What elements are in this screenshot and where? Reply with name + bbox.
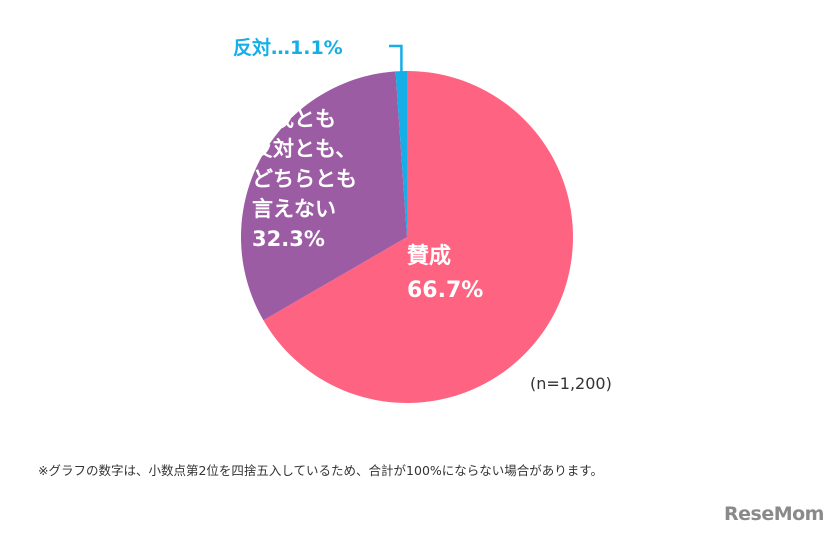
slice-label-neutral-line-3: どちらとも bbox=[252, 167, 357, 191]
slice-label-neutral-line-2: 反対とも、 bbox=[252, 137, 357, 161]
pie-slice-yes bbox=[263, 71, 573, 403]
slice-label-yes-name: 賛成 bbox=[407, 244, 452, 269]
slice-label-neutral: 賛成とも 反対とも、 どちらとも 言えない 32.3% bbox=[252, 104, 357, 254]
slice-label-neutral-line-4: 言えない bbox=[252, 197, 336, 221]
pie-slice-neutral bbox=[240, 71, 407, 321]
pie-slice-no bbox=[395, 71, 407, 237]
resemom-logo: ReseMom bbox=[724, 503, 824, 525]
slice-label-yes-value: 66.7% bbox=[407, 278, 484, 303]
sample-size-note: (n=1,200) bbox=[530, 374, 612, 393]
slice-label-yes: 賛成 66.7% bbox=[407, 240, 483, 308]
slice-label-no: 反対…1.1% bbox=[233, 37, 343, 59]
slice-label-neutral-value: 32.3% bbox=[252, 227, 325, 251]
footnote: ※グラフの数字は、小数点第2位を四捨五入しているため、合計が100%にならない場… bbox=[38, 463, 604, 478]
leader-line-no bbox=[389, 44, 403, 76]
slice-label-neutral-line-1: 賛成とも bbox=[252, 107, 336, 131]
